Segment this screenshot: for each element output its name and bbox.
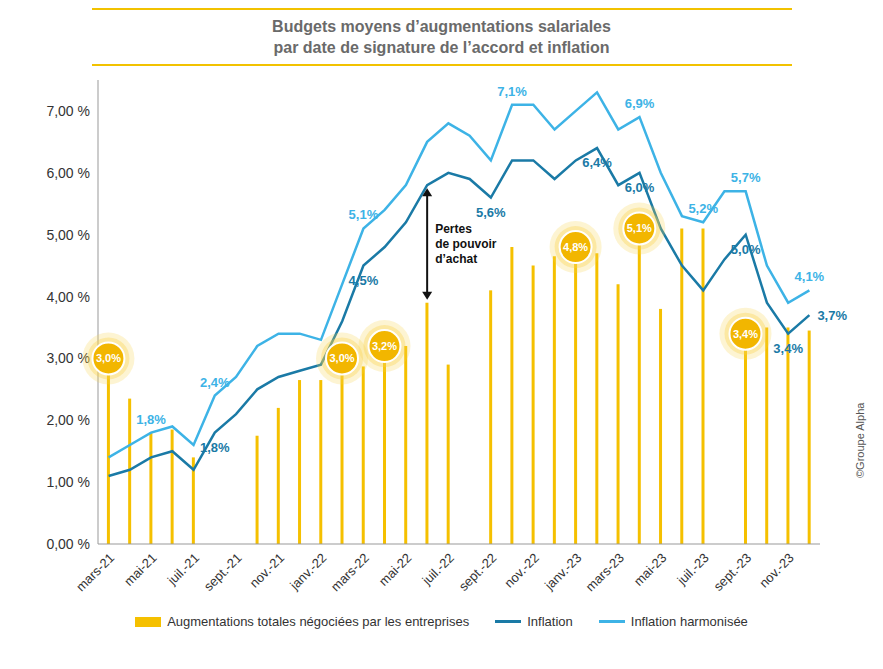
svg-text:6,0%: 6,0% — [625, 180, 655, 195]
svg-text:7,1%: 7,1% — [497, 84, 527, 99]
svg-text:mars-23: mars-23 — [583, 550, 627, 594]
svg-text:1,8%: 1,8% — [136, 412, 166, 427]
svg-text:Pertes: Pertes — [435, 222, 472, 236]
svg-text:4,00 %: 4,00 % — [46, 289, 90, 305]
svg-text:3,0%: 3,0% — [96, 352, 121, 364]
svg-text:7,00 %: 7,00 % — [46, 103, 90, 119]
svg-text:juil.-23: juil.-23 — [673, 550, 711, 588]
svg-text:sept.-21: sept.-21 — [201, 550, 245, 594]
svg-text:4,8%: 4,8% — [563, 241, 588, 253]
svg-text:sept.-23: sept.-23 — [710, 550, 754, 594]
svg-text:2,4%: 2,4% — [200, 375, 230, 390]
svg-text:3,00 %: 3,00 % — [46, 350, 90, 367]
html-text:par date de signature de l’acc: par date de signature de l’accord et inf… — [273, 39, 610, 56]
html-text:Budgets moyens d’augmentations: Budgets moyens d’augmentations salariale… — [272, 18, 611, 35]
svg-text:de pouvoir: de pouvoir — [435, 237, 497, 251]
svg-text:3,0%: 3,0% — [329, 352, 354, 364]
svg-text:6,00 %: 6,00 % — [46, 165, 90, 181]
svg-text:5,2%: 5,2% — [688, 201, 718, 216]
svg-text:6,9%: 6,9% — [625, 96, 655, 111]
svg-text:nov.-23: nov.-23 — [756, 550, 797, 591]
svg-text:1,00 %: 1,00 % — [46, 474, 90, 490]
svg-text:5,6%: 5,6% — [476, 205, 506, 220]
html-text:©Groupe Alpha: ©Groupe Alpha — [854, 402, 866, 478]
svg-text:mai-23: mai-23 — [631, 550, 670, 589]
svg-text:5,7%: 5,7% — [731, 170, 761, 185]
svg-text:5,0%: 5,0% — [731, 242, 761, 257]
svg-text:janv.-23: janv.-23 — [541, 550, 584, 593]
svg-text:5,1%: 5,1% — [627, 222, 652, 234]
svg-text:juil.-21: juil.-21 — [164, 550, 202, 588]
svg-text:3,4%: 3,4% — [773, 341, 803, 356]
svg-text:3,2%: 3,2% — [372, 340, 397, 352]
svg-text:nov.-22: nov.-22 — [501, 550, 542, 591]
svg-text:mai-22: mai-22 — [376, 550, 415, 589]
html-text:Augmentations totales négociée: Augmentations totales négociées par les … — [167, 614, 470, 629]
svg-text:2,00 %: 2,00 % — [46, 412, 90, 428]
html-text:Inflation: Inflation — [527, 614, 573, 629]
svg-text:janv.-22: janv.-22 — [286, 550, 329, 593]
svg-text:3,7%: 3,7% — [817, 308, 847, 323]
svg-text:6,4%: 6,4% — [582, 155, 612, 170]
svg-text:mars-22: mars-22 — [328, 550, 372, 594]
svg-text:4,1%: 4,1% — [795, 269, 825, 284]
svg-text:sept.-22: sept.-22 — [456, 550, 500, 594]
svg-text:juil.-22: juil.-22 — [419, 550, 457, 588]
html-text:Inflation harmonisée: Inflation harmonisée — [630, 614, 748, 629]
svg-text:mars-21: mars-21 — [73, 550, 117, 594]
svg-text:3,4%: 3,4% — [733, 328, 758, 340]
svg-text:4,5%: 4,5% — [349, 273, 379, 288]
svg-text:5,00 %: 5,00 % — [46, 227, 90, 243]
svg-text:1,8%: 1,8% — [200, 440, 230, 455]
svg-text:5,1%: 5,1% — [349, 207, 379, 222]
svg-text:0,00 %: 0,00 % — [46, 536, 90, 552]
svg-text:nov.-21: nov.-21 — [247, 550, 288, 591]
svg-text:d’achat: d’achat — [435, 252, 477, 266]
svg-text:mai-21: mai-21 — [121, 550, 160, 589]
